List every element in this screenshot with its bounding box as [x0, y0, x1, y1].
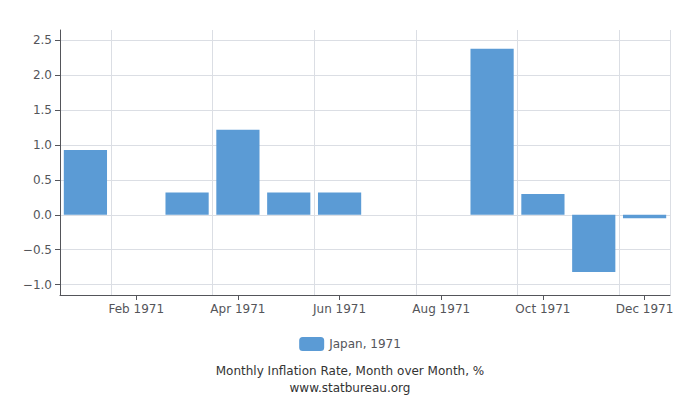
svg-text:2.0: 2.0 [33, 68, 52, 82]
svg-text:−0.5: −0.5 [23, 243, 52, 257]
svg-text:Feb 1971: Feb 1971 [108, 302, 164, 316]
svg-text:Jun 1971: Jun 1971 [312, 302, 366, 316]
svg-text:Monthly Inflation Rate, Month: Monthly Inflation Rate, Month over Month… [216, 364, 485, 378]
svg-text:Japan, 1971: Japan, 1971 [328, 337, 401, 351]
svg-text:0.0: 0.0 [33, 208, 52, 222]
svg-text:1.5: 1.5 [33, 103, 52, 117]
svg-text:Dec 1971: Dec 1971 [616, 302, 674, 316]
svg-text:1.0: 1.0 [33, 138, 52, 152]
svg-text:Oct 1971: Oct 1971 [515, 302, 570, 316]
svg-text:−1.0: −1.0 [23, 278, 52, 292]
svg-text:0.5: 0.5 [33, 173, 52, 187]
svg-text:Apr 1971: Apr 1971 [210, 302, 265, 316]
svg-text:www.statbureau.org: www.statbureau.org [290, 381, 411, 395]
svg-text:Aug 1971: Aug 1971 [412, 302, 470, 316]
svg-text:2.5: 2.5 [33, 33, 52, 47]
